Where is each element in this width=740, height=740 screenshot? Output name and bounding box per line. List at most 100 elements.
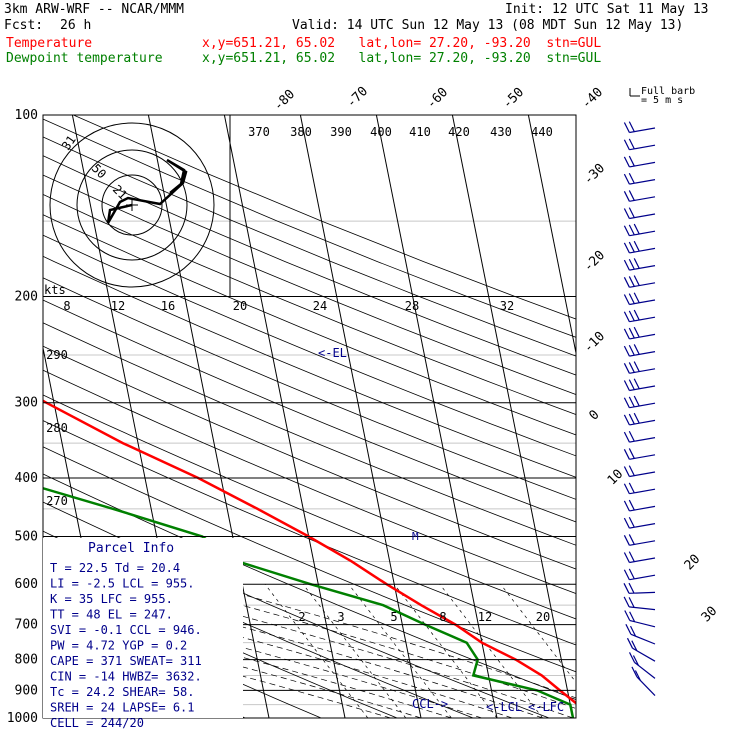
theta-e-label: 440 (531, 125, 553, 139)
mixing-ratio-line (500, 584, 576, 683)
wind-barb-flag (628, 190, 635, 201)
parcel-info-row: K = 35 LFC = 955. (50, 592, 173, 606)
wind-barb (629, 505, 656, 512)
mixing-ratio-line (393, 584, 498, 718)
wind-barb-flag (634, 670, 641, 681)
wind-barb (629, 619, 656, 628)
wind-barb-flag (632, 655, 639, 666)
hodograph-trace (106, 158, 188, 224)
wind-barb-flag (628, 597, 635, 608)
wind-barb (630, 633, 656, 645)
pressure-tick-label: 400 (15, 471, 38, 486)
wind-barb-flag (628, 516, 635, 528)
wind-barb-flag (623, 328, 630, 340)
hodograph-speed-label: 20 (233, 299, 247, 313)
isotherm-label: -30 (581, 161, 608, 188)
wind-barb-flag (623, 596, 630, 608)
mixing-ratio-label: 20 (536, 610, 550, 624)
wind-barb (629, 419, 656, 426)
wind-barb (629, 557, 656, 564)
hodograph-speed-label: 32 (500, 299, 514, 313)
wind-barb-flag (623, 225, 630, 236)
theta-e-label: 370 (248, 125, 270, 139)
wind-barb-flag (633, 344, 640, 355)
dry-adiabat-label: 280 (46, 421, 68, 435)
wind-barb (629, 402, 656, 409)
pressure-tick-label: 1000 (7, 711, 38, 726)
isotherm-label: -80 (271, 87, 298, 114)
moist-adiabat-line (43, 542, 576, 699)
pressure-tick-label: 300 (15, 396, 38, 411)
wind-barb-flag (623, 345, 630, 357)
dry-adiabat-line (43, 345, 576, 570)
wind-barb (629, 333, 656, 340)
wind-barb-flag (633, 378, 640, 390)
wind-barb-flag (628, 534, 635, 545)
wind-barb-flag (628, 344, 635, 356)
wind-barb (629, 488, 656, 495)
barb-legend-label: Full barb (641, 86, 695, 97)
wind-barb-flag (633, 258, 640, 269)
lcl-marker: <-LCL (486, 700, 522, 714)
barb-legend (629, 88, 640, 97)
wind-barb-flag (628, 172, 635, 184)
theta-e-label: 380 (290, 125, 312, 139)
wind-barb-flag (629, 625, 637, 637)
hodograph-kts-label: kts (44, 283, 66, 297)
hodograph-ring (49, 122, 215, 288)
wind-barb (629, 127, 656, 134)
valid-time: Valid: 14 UTC Sun 12 May 13 (08 MDT Sun … (292, 18, 684, 33)
parcel-info-row: CELL = 244/20 (50, 716, 144, 730)
wind-barb (629, 540, 656, 546)
dry-adiabat-line (43, 420, 576, 646)
wind-barb-flag (623, 191, 630, 202)
wind-barb-flag (628, 138, 635, 150)
wind-barb (629, 523, 656, 529)
parcel-info-title: Parcel Info (88, 541, 174, 556)
wind-barb-flag (623, 156, 630, 168)
wind-barb-flag (628, 396, 635, 408)
hodograph-speed-label: 28 (405, 299, 419, 313)
theta-e-label: 400 (370, 125, 392, 139)
wind-barb-flag (623, 414, 630, 426)
hodograph-speed-label: 24 (313, 299, 327, 313)
isotherm-label: 20 (682, 552, 704, 574)
wind-barb-flag (626, 637, 634, 649)
wind-barb-flag (633, 292, 640, 304)
mixing-ratio-label: 5 (390, 610, 397, 624)
mixing-ratio-line (348, 584, 452, 718)
dry-adiabat-line (43, 369, 576, 595)
wind-barb-flag (628, 568, 635, 580)
parcel-info-panel (43, 538, 243, 718)
parcel-info-row: SREH = 24 LAPSE= 6.1 (50, 701, 195, 715)
forecast-hour: 26 h (60, 18, 92, 33)
wind-barb (629, 437, 656, 443)
dry-adiabat-line (43, 234, 576, 457)
model-title: 3km ARW-WRF -- NCAR/MMM (4, 2, 185, 17)
wind-barb-flag (628, 293, 635, 304)
lfc-marker: <-LFC (528, 700, 564, 714)
isotherm-label: -40 (579, 85, 606, 112)
wind-barb-flag (628, 430, 635, 442)
el-marker: <-EL (318, 346, 347, 360)
wind-barb-flag (623, 208, 630, 219)
parcel-info-row: T = 22.5 Td = 20.4 (50, 561, 180, 575)
wind-barb (629, 247, 656, 254)
wind-barb-flag (624, 610, 631, 621)
wind-barb-flag (628, 551, 635, 562)
isotherm-label: 10 (605, 467, 627, 489)
hodograph-speed-label: 12 (111, 299, 125, 313)
wind-barb (629, 161, 656, 168)
wind-barb (629, 574, 656, 581)
wind-barb (629, 179, 656, 185)
wind-barb-flag (628, 448, 635, 459)
pressure-tick-label: 800 (15, 653, 38, 668)
dry-adiabat-line (43, 136, 576, 357)
moist-adiabat-line (43, 606, 452, 718)
wind-barb (629, 606, 656, 611)
wind-barb-flag (633, 326, 640, 338)
dry-adiabat-line (43, 277, 576, 500)
wind-barb-flag (623, 242, 630, 254)
dry-adiabat-line (43, 194, 576, 415)
